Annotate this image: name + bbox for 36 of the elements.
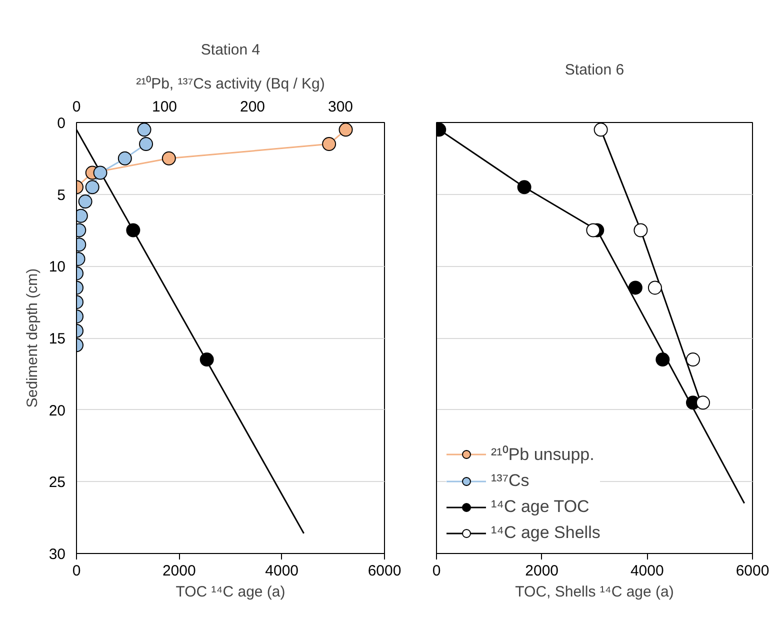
x-tick-label: 6000	[368, 562, 402, 580]
point	[628, 280, 642, 295]
x-axis-title: TOC, Shells ¹⁴C age (a)	[515, 584, 674, 600]
y-tick-label: 0	[57, 115, 66, 132]
point	[586, 223, 600, 238]
x-tick-label: 2000	[525, 562, 559, 580]
point	[517, 180, 532, 194]
x-tick-label: 4000	[265, 562, 299, 580]
x2-tick-label: 200	[240, 98, 266, 116]
x-tick-label: 4000	[630, 562, 664, 580]
x-tick-label: 0	[432, 562, 441, 580]
y-axis-title: Sediment depth (cm)	[24, 268, 41, 408]
chart-title: Station 6	[564, 62, 624, 78]
chart-title: Station 4	[200, 42, 260, 58]
x-axis-title: TOC ¹⁴C age (a)	[176, 584, 286, 600]
x-tick-label: 2000	[162, 562, 196, 580]
point	[634, 223, 648, 238]
y-tick-label: 25	[48, 474, 66, 492]
x2-tick-label: 0	[72, 98, 81, 116]
legend-label: ¹⁴C age Shells	[491, 523, 600, 543]
legend-label: ²¹⁰Pb unsupp.	[491, 444, 594, 465]
y-tick-label: 30	[48, 546, 66, 563]
y-tick-label: 10	[48, 258, 66, 276]
y-tick-label: 5	[57, 186, 66, 204]
y-tick-label: 15	[48, 330, 66, 348]
point	[656, 352, 670, 367]
x-tick-label: 0	[72, 562, 81, 580]
point	[594, 122, 608, 137]
point	[696, 396, 710, 410]
x2-tick-label: 100	[152, 98, 178, 116]
x2-tick-label: 300	[328, 98, 354, 116]
legend-label: ¹³⁷Cs	[491, 471, 530, 491]
legend-label: ¹⁴C age TOC	[491, 497, 590, 517]
x-tick-label: 6000	[736, 562, 770, 580]
x2-axis-title: ²¹⁰Pb, ¹³⁷Cs activity (Bq / Kg)	[136, 76, 325, 92]
y-tick-label: 20	[48, 402, 66, 420]
